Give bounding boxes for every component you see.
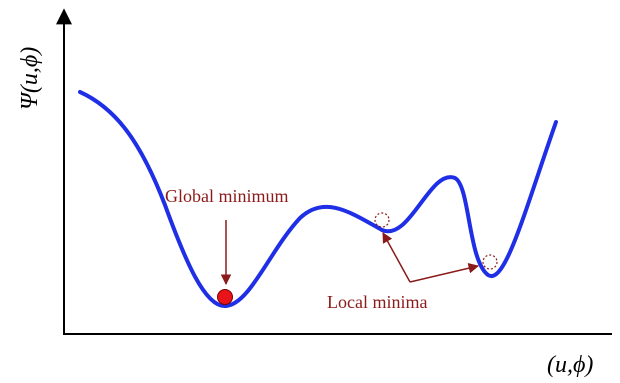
y-axis-label: Ψ(u,ϕ)	[17, 47, 43, 110]
global-minimum-label: Global minimum	[165, 186, 289, 206]
potential-curve	[78, 90, 558, 308]
local-minimum-marker-2	[482, 254, 498, 270]
x-axis-label: (u,ϕ)	[547, 352, 593, 378]
local-minimum-marker-1	[374, 212, 390, 228]
local-minima-arrow-1	[382, 232, 411, 283]
local-minima-label: Local minima	[327, 292, 427, 312]
global-minimum-marker	[217, 289, 233, 305]
local-minima-arrow-2	[409, 263, 480, 283]
